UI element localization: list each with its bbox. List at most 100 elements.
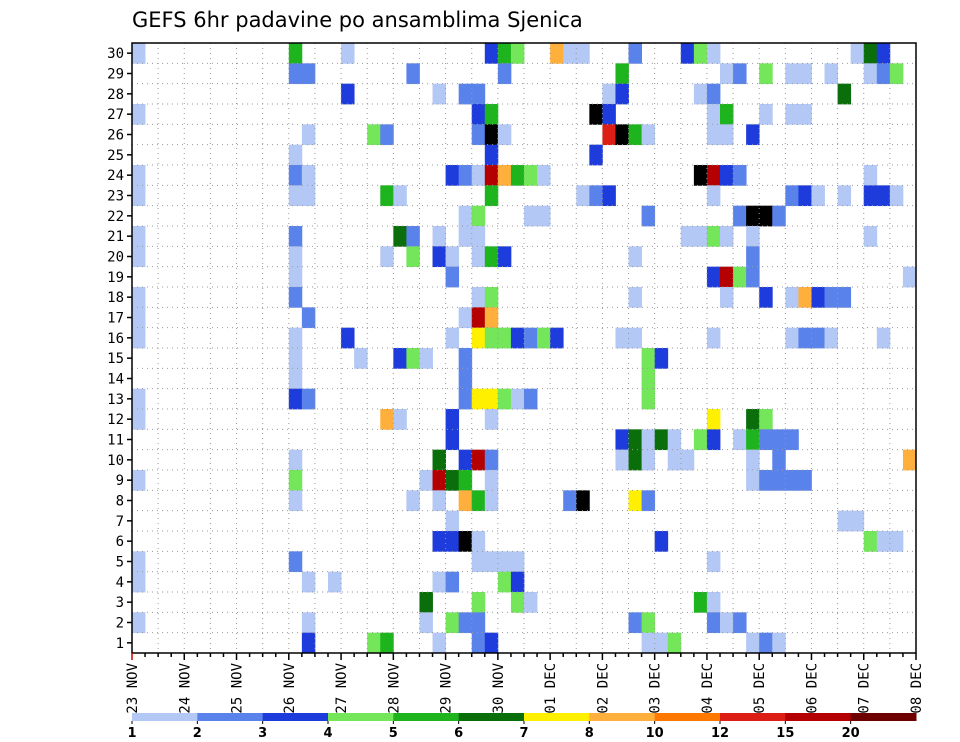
heatmap-cell [889, 185, 904, 207]
heatmap-cell [706, 124, 721, 146]
heatmap-cell [746, 470, 760, 491]
y-tick-label: 23 [107, 189, 124, 205]
heatmap-cell [471, 531, 486, 552]
heatmap-cell [863, 226, 878, 247]
y-tick-label: 3 [116, 595, 124, 611]
heatmap-cell [706, 327, 721, 349]
heatmap-cell [602, 124, 616, 146]
heatmap-cell [510, 571, 525, 593]
heatmap-cell [341, 43, 355, 64]
heatmap-cell [785, 429, 799, 451]
legend-label: 12 [711, 726, 729, 741]
heatmap-cell [733, 205, 747, 227]
heatmap-cell [759, 205, 773, 227]
heatmap-cell [837, 510, 852, 532]
heatmap-cell [837, 287, 852, 308]
heatmap-cell [720, 226, 734, 247]
heatmap-cell [458, 490, 473, 512]
legend-label: 6 [454, 726, 463, 741]
heatmap-cell [876, 327, 891, 349]
heatmap-cell [772, 632, 786, 654]
heatmap-cell [706, 104, 721, 125]
heatmap-cell [693, 226, 708, 247]
heatmap-cell [733, 165, 747, 186]
legend-label: 5 [389, 726, 398, 741]
heatmap-cell [471, 226, 486, 247]
heatmap-cell [288, 185, 303, 207]
heatmap-cell [484, 43, 499, 64]
x-tick-label: 06 DEC [805, 663, 821, 714]
heatmap-cell [301, 185, 316, 207]
heatmap-cell [497, 63, 512, 85]
heatmap-cell [484, 104, 499, 125]
heatmap-cell [471, 287, 486, 308]
heatmap-cell [510, 43, 525, 64]
heatmap-cell [419, 592, 433, 613]
heatmap-cell [367, 124, 381, 146]
heatmap-cell [837, 83, 852, 105]
heatmap-cell [458, 388, 473, 410]
heatmap-cell [902, 266, 917, 288]
x-axis-ticks: 23 NOV 24 NOV 25 NOV 26 NOV 27 NOV 28 NOV 29 N… [125, 653, 925, 714]
heatmap-cell [288, 327, 303, 349]
heatmap-cell [406, 226, 420, 247]
heatmap-cell [785, 104, 799, 125]
heatmap-cell [301, 63, 316, 85]
heatmap-cell [132, 165, 146, 186]
heatmap-cell [772, 449, 786, 471]
heatmap-cell [615, 124, 629, 146]
heatmap-cell [497, 165, 512, 186]
heatmap-cell [419, 348, 433, 369]
heatmap-cell [615, 327, 629, 349]
heatmap-cell [132, 185, 146, 207]
y-tick-label: 15 [107, 351, 124, 367]
heatmap-cell [537, 327, 551, 349]
x-tick-label: 27 NOV [334, 662, 350, 713]
heatmap-cell [720, 266, 734, 288]
heatmap-cell [445, 429, 460, 451]
heatmap-cell [484, 551, 499, 573]
heatmap-cell [706, 226, 721, 247]
heatmap-cell [615, 429, 629, 451]
y-tick-label: 30 [107, 46, 124, 62]
heatmap-cell [132, 470, 146, 491]
heatmap-cell [824, 327, 838, 349]
heatmap-cell [654, 531, 669, 552]
x-tick-label: 25 NOV [230, 662, 246, 713]
heatmap-cell [328, 571, 342, 593]
legend-swatch [132, 713, 198, 721]
legend-swatch [850, 713, 917, 721]
heatmap-cell [772, 205, 786, 227]
heatmap-cell [380, 124, 394, 146]
heatmap-cell [484, 409, 499, 430]
heatmap-cell [798, 104, 812, 125]
y-tick-label: 14 [107, 372, 124, 388]
heatmap-cell [393, 409, 407, 430]
legend-label: 10 [646, 726, 664, 741]
heatmap-cell [458, 83, 473, 105]
heatmap-cell [759, 470, 773, 491]
heatmap-cell [876, 531, 891, 552]
heatmap-cell [471, 551, 486, 573]
heatmap-cell [550, 43, 564, 64]
heatmap-cell [863, 531, 878, 552]
heatmap-cell [576, 43, 590, 64]
heatmap-cell [537, 205, 551, 227]
heatmap-cell [667, 429, 682, 451]
heatmap-cell [537, 165, 551, 186]
heatmap-cell [628, 124, 642, 146]
heatmap-cell [641, 449, 656, 471]
legend-label: 3 [258, 726, 267, 741]
heatmap-cell [811, 327, 825, 349]
heatmap-cell [471, 592, 486, 613]
heatmap-cell [380, 246, 394, 268]
heatmap-cell [811, 287, 825, 308]
heatmap-cell [484, 165, 499, 186]
heatmap-cell [524, 165, 538, 186]
heatmap-cell [733, 612, 747, 634]
heatmap-cell [824, 63, 838, 85]
heatmap-cell [759, 287, 773, 308]
y-tick-label: 18 [107, 290, 124, 306]
heatmap-cell [301, 571, 316, 593]
